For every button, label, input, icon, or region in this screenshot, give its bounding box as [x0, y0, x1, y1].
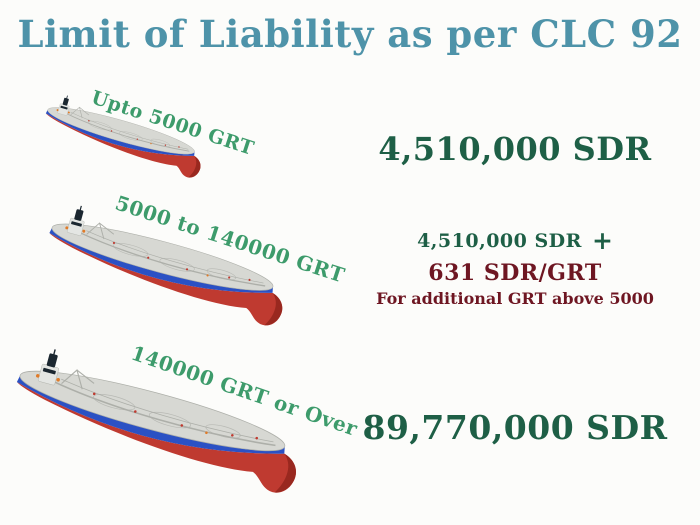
- limit-medium-note: For additional GRT above 5000: [376, 289, 654, 308]
- page-title: Limit of Liability as per CLC 92: [17, 12, 683, 56]
- limit-medium-block: 4,510,000 SDR + 631 SDR/GRT For additiona…: [345, 226, 685, 308]
- limit-small-value: 4,510,000 SDR: [378, 130, 652, 168]
- limit-large-value: 89,770,000 SDR: [362, 408, 668, 447]
- limit-medium-base-value: 4,510,000 SDR: [417, 230, 582, 252]
- limit-medium-base-row: 4,510,000 SDR +: [345, 226, 685, 255]
- limit-medium-rate-value: 631 SDR/GRT: [428, 260, 602, 286]
- plus-sign: +: [591, 226, 613, 255]
- clc92-infographic: Limit of Liability as per CLC 92: [5, 12, 685, 498]
